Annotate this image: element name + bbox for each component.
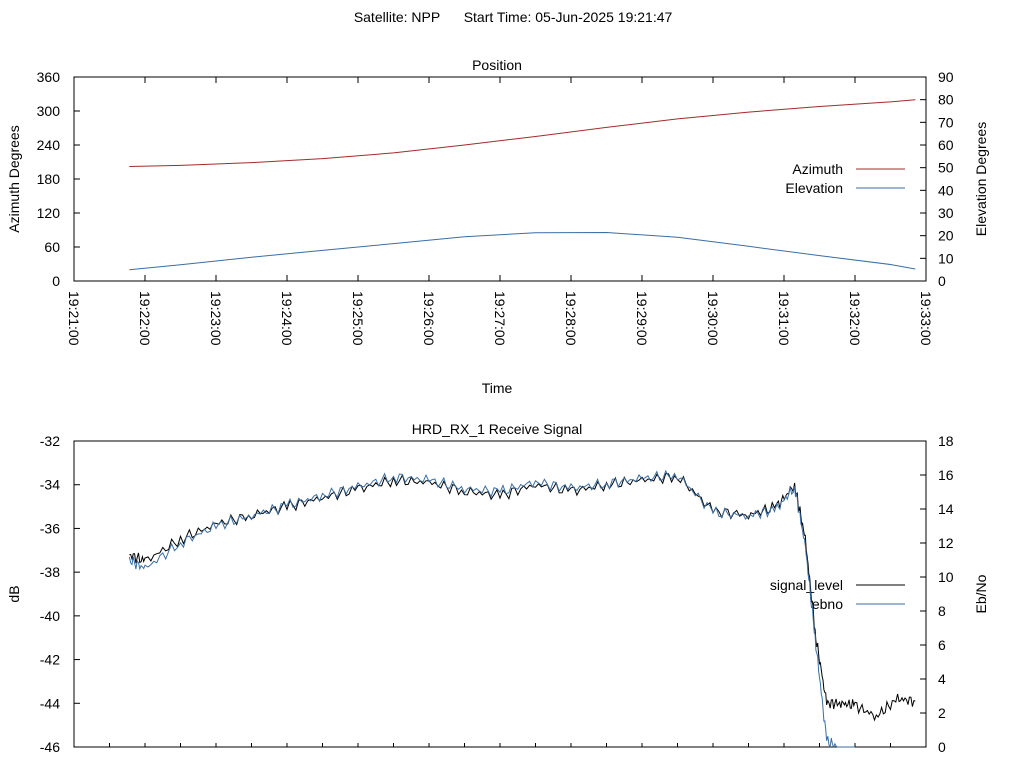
position-x-tick-label: 19:31:00 [776,291,792,346]
position-title: Position [472,57,522,73]
series-line-azimuth [129,99,916,167]
position-y2-tick-label: 30 [938,205,954,221]
position-y-tick-label: 240 [37,137,61,153]
position-y2-tick-label: 80 [938,92,954,108]
position-x-tick-label: 19:24:00 [279,291,295,346]
signal-y-tick-label: -44 [40,695,60,711]
position-y2-tick-label: 0 [938,273,946,289]
legend-label-ebno: ebno [812,596,843,612]
position-x-tick-label: 19:28:00 [563,291,579,346]
position-x-tick-label: 19:23:00 [208,291,224,346]
signal-y-tick-label: -40 [40,608,60,624]
signal-y2-tick-label: 4 [938,671,946,687]
signal-y-tick-label: -38 [40,564,60,580]
signal-y2-tick-label: 14 [938,501,954,517]
position-y2-tick-label: 90 [938,69,954,85]
position-y2-tick-label: 20 [938,228,954,244]
signal-y2-tick-label: 0 [938,739,946,755]
position-y2-tick-label: 70 [938,114,954,130]
legend-label-signal-level: signal_level [770,577,843,593]
position-y-tick-label: 360 [37,69,61,85]
signal-y2label: Eb/No [973,574,989,613]
series-line-signal-level [129,473,916,722]
series-line-elevation [129,231,916,271]
position-y-tick-label: 120 [37,205,61,221]
position-x-tick-label: 19:29:00 [634,291,650,346]
series-line-ebno [128,469,855,749]
signal-y2-tick-label: 12 [938,535,954,551]
position-y-tick-label: 60 [44,239,60,255]
position-x-tick-label: 19:33:00 [918,291,934,346]
position-x-tick-label: 19:22:00 [137,291,153,346]
position-xlabel: Time [482,380,513,396]
position-x-tick-label: 19:27:00 [492,291,508,346]
position-x-tick-label: 19:21:00 [66,291,82,346]
position-y2label: Elevation Degrees [973,122,989,236]
signal-ylabel: dB [6,585,22,602]
position-ylabel: Azimuth Degrees [6,125,22,232]
position-x-tick-label: 19:32:00 [847,291,863,346]
signal-y2-tick-label: 18 [938,433,954,449]
signal-y-tick-label: -46 [40,739,60,755]
legend-label-azimuth: Azimuth [792,161,843,177]
signal-y-tick-label: -42 [40,652,60,668]
position-y-tick-label: 0 [52,273,60,289]
signal-y2-tick-label: 16 [938,467,954,483]
position-x-tick-label: 19:30:00 [705,291,721,346]
start-time-label: Start Time: 05-Jun-2025 19:21:47 [464,9,673,25]
position-x-tick-label: 19:25:00 [350,291,366,346]
signal-y2-tick-label: 8 [938,603,946,619]
signal-y-tick-label: -36 [40,520,60,536]
legend-label-elevation: Elevation [785,180,843,196]
signal-title: HRD_RX_1 Receive Signal [412,421,582,437]
position-plot-frame [73,76,927,282]
position-y2-tick-label: 60 [938,137,954,153]
signal-y2-tick-label: 2 [938,705,946,721]
signal-y2-tick-label: 10 [938,569,954,585]
position-x-tick-label: 19:26:00 [421,291,437,346]
position-y-tick-label: 180 [37,171,61,187]
position-y2-tick-label: 40 [938,182,954,198]
signal-y-tick-label: -34 [40,477,60,493]
position-y2-tick-label: 10 [938,250,954,266]
position-y2-tick-label: 50 [938,160,954,176]
signal-y-tick-label: -32 [40,433,60,449]
signal-plot-frame [73,440,927,748]
satellite-label: Satellite: NPP [354,9,440,25]
position-y-tick-label: 300 [37,103,61,119]
signal-y2-tick-label: 6 [938,637,946,653]
